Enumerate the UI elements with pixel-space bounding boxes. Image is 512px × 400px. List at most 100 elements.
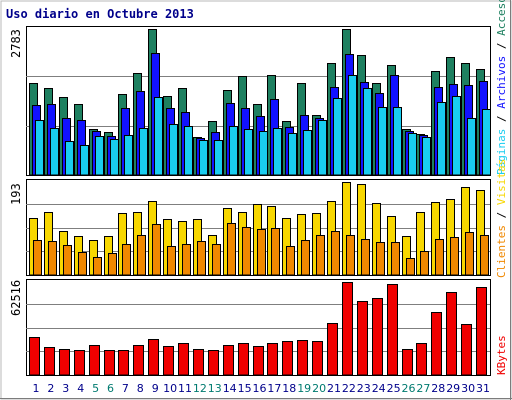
- bar-paginas-day-31: [482, 109, 491, 176]
- bar-kbytes-day-24: [372, 298, 383, 376]
- day-label-4: 4: [77, 382, 84, 395]
- bar-clientes-day-31: [480, 235, 489, 276]
- bar-kbytes-day-21: [327, 323, 338, 376]
- bar-kbytes-day-18: [282, 341, 293, 376]
- bar-paginas-day-13: [214, 140, 223, 176]
- bar-clientes-day-29: [450, 237, 459, 276]
- bar-clientes-day-16: [257, 229, 266, 276]
- bars: [29, 29, 491, 376]
- bar-kbytes-day-19: [297, 340, 308, 376]
- bar-paginas-day-9: [154, 97, 163, 176]
- day-label-1: 1: [33, 382, 40, 395]
- bar-paginas-day-16: [259, 131, 268, 176]
- bar-paginas-day-12: [199, 140, 208, 176]
- day-label-22: 22: [342, 382, 356, 395]
- day-label-16: 16: [253, 382, 267, 395]
- legend-visitas: Visitas: [495, 159, 508, 205]
- day-label-31: 31: [476, 382, 490, 395]
- bar-kbytes-day-12: [193, 349, 204, 376]
- chart-title: Uso diario en Octubre 2013: [6, 7, 194, 21]
- bar-clientes-day-19: [301, 240, 310, 276]
- bar-kbytes-day-4: [74, 350, 85, 376]
- bar-paginas-day-25: [393, 107, 402, 176]
- bar-paginas-day-6: [110, 139, 119, 176]
- bar-paginas-day-29: [452, 96, 461, 176]
- bar-kbytes-day-20: [312, 341, 323, 376]
- bar-clientes-day-1: [33, 240, 42, 276]
- visits-ymax-label: 193: [9, 183, 23, 205]
- bar-paginas-day-4: [80, 145, 89, 176]
- bar-paginas-day-23: [363, 88, 372, 176]
- day-label-9: 9: [152, 382, 159, 395]
- bar-paginas-day-8: [139, 128, 148, 176]
- day-label-7: 7: [122, 382, 129, 395]
- bar-clientes-day-14: [227, 223, 236, 276]
- bar-kbytes-day-16: [253, 346, 264, 376]
- legend-sep-2: /: [495, 36, 508, 56]
- bar-kbytes-day-5: [89, 345, 100, 376]
- bar-clientes-day-12: [197, 241, 206, 276]
- bar-paginas-day-27: [422, 137, 431, 176]
- day-label-17: 17: [267, 382, 281, 395]
- day-label-14: 14: [223, 382, 237, 395]
- hits-ymax-label: 2783: [9, 29, 23, 58]
- bar-clientes-day-3: [63, 245, 72, 276]
- bar-paginas-day-21: [333, 98, 342, 176]
- legend-sep-1: /: [495, 109, 508, 129]
- bar-kbytes-day-31: [476, 287, 487, 376]
- legend-paginas: Páginas: [495, 129, 508, 175]
- bar-clientes-day-10: [167, 246, 176, 276]
- bar-kbytes-day-10: [163, 346, 174, 376]
- bar-kbytes-day-1: [29, 337, 40, 376]
- bar-clientes-day-4: [78, 252, 87, 276]
- bar-clientes-day-23: [361, 239, 370, 276]
- bar-kbytes-day-29: [446, 292, 457, 376]
- bar-clientes-day-30: [465, 232, 474, 276]
- bar-clientes-day-7: [122, 244, 131, 276]
- day-label-6: 6: [107, 382, 114, 395]
- bar-paginas-day-20: [318, 120, 327, 176]
- bar-clientes-day-6: [108, 253, 117, 276]
- kbytes-ymax-label: 62516: [9, 280, 23, 316]
- bar-paginas-day-30: [467, 118, 476, 176]
- bar-kbytes-day-30: [461, 324, 472, 376]
- day-label-24: 24: [372, 382, 386, 395]
- svg-text:Páginas / Archivos / Accesos: Páginas / Archivos / Accesos: [495, 0, 508, 175]
- day-label-25: 25: [387, 382, 401, 395]
- bar-paginas-day-18: [288, 133, 297, 176]
- day-label-2: 2: [47, 382, 54, 395]
- bar-clientes-day-26: [406, 258, 415, 276]
- bar-clientes-day-13: [212, 244, 221, 276]
- bar-clientes-day-28: [435, 239, 444, 276]
- bar-clientes-day-27: [420, 251, 429, 276]
- bar-kbytes-day-8: [133, 345, 144, 376]
- bar-clientes-day-11: [182, 244, 191, 276]
- day-label-8: 8: [137, 382, 144, 395]
- bar-paginas-day-28: [437, 102, 446, 176]
- svg-text:Clientes / Visitas: Clientes / Visitas: [495, 159, 508, 278]
- day-label-26: 26: [402, 382, 416, 395]
- bar-kbytes-day-27: [416, 343, 427, 376]
- day-label-18: 18: [282, 382, 296, 395]
- bar-paginas-day-1: [35, 120, 44, 176]
- bar-clientes-day-8: [137, 235, 146, 276]
- day-label-12: 12: [193, 382, 207, 395]
- bar-paginas-day-26: [408, 133, 417, 176]
- day-label-20: 20: [312, 382, 326, 395]
- kbytes-legend: KBytes: [495, 335, 508, 375]
- bar-paginas-day-15: [244, 129, 253, 176]
- bar-kbytes-day-17: [267, 343, 278, 376]
- bar-kbytes-day-15: [238, 343, 249, 376]
- day-label-29: 29: [446, 382, 460, 395]
- bar-paginas-day-22: [348, 75, 357, 176]
- legend-kbytes: KBytes: [495, 335, 508, 375]
- bar-kbytes-day-25: [387, 284, 398, 376]
- hits-legend: Páginas / Archivos / Accesos: [495, 0, 508, 175]
- bar-paginas-day-19: [303, 130, 312, 176]
- bar-paginas-day-5: [95, 136, 104, 176]
- bar-kbytes-day-7: [118, 350, 129, 376]
- bar-paginas-day-11: [184, 126, 193, 176]
- legend-accesos: Accesos: [495, 0, 508, 36]
- bar-kbytes-day-22: [342, 282, 353, 376]
